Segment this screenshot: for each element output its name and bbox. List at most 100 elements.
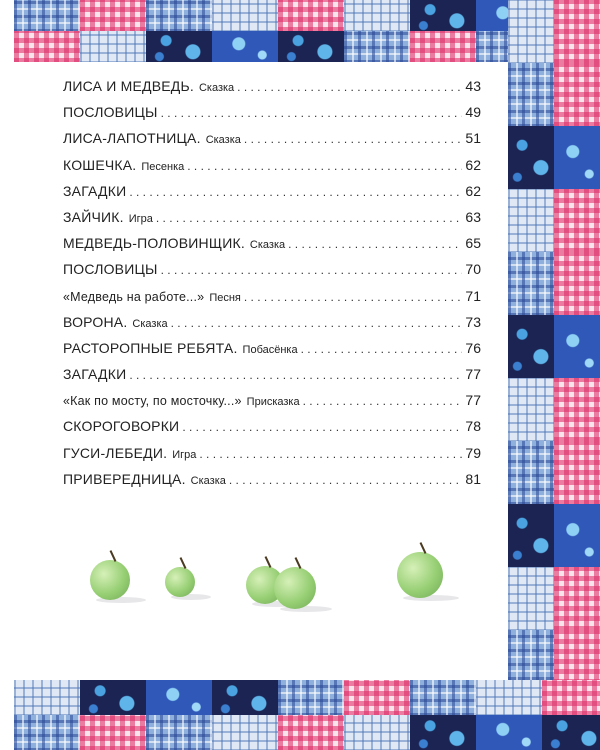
apple: [90, 560, 130, 600]
toc-title: РАСТОРОПНЫЕ РЕБЯТА.: [63, 339, 238, 356]
toc-entry: ГУСИ-ЛЕБЕДИ. Игра 79: [63, 445, 481, 471]
toc-page-number: 79: [465, 444, 481, 461]
toc-subtitle: Сказка: [198, 82, 235, 94]
fabric-patch: [344, 680, 411, 716]
toc-title: ЛИСА И МЕДВЕДЬ.: [63, 78, 194, 94]
fabric-patch: [554, 441, 600, 505]
fabric-patch: [554, 252, 600, 316]
fabric-patch: [410, 31, 477, 62]
fabric-patch: [80, 680, 147, 716]
fabric-patch: [554, 504, 600, 568]
fabric-patch: [80, 0, 147, 32]
dot-leader: [161, 263, 463, 277]
apple-shadow: [96, 597, 146, 603]
apple: [165, 567, 195, 597]
fabric-patch: [542, 680, 600, 716]
apple: [397, 552, 443, 598]
patchwork-border-bottom: [14, 680, 600, 750]
fabric-patch: [344, 715, 411, 750]
toc-title: ВОРОНА.: [63, 313, 128, 330]
toc-page-number: 73: [465, 313, 481, 330]
fabric-patch: [146, 680, 213, 716]
toc-subtitle: Сказка: [132, 317, 168, 330]
dot-leader: [156, 211, 463, 225]
dot-leader: [237, 80, 462, 94]
fabric-patch: [508, 378, 555, 442]
fabric-patch: [410, 715, 477, 750]
fabric-patch: [410, 0, 477, 32]
toc-entry: РАСТОРОПНЫЕ РЕБЯТА. Побасёнка 76: [63, 340, 481, 366]
fabric-patch: [508, 441, 555, 505]
dot-leader: [161, 106, 463, 120]
dot-leader: [187, 159, 462, 173]
dot-leader: [303, 394, 463, 408]
toc-page-number: 81: [465, 470, 481, 487]
patchwork-border-right: [508, 0, 600, 750]
toc-subtitle: Сказка: [205, 134, 241, 147]
fabric-patch: [278, 715, 345, 750]
toc-page-number: 71: [465, 287, 481, 304]
dot-leader: [182, 420, 462, 434]
fabric-patch: [278, 680, 345, 716]
toc-page-number: 63: [465, 208, 481, 225]
dot-leader: [129, 368, 462, 382]
fabric-patch: [508, 315, 555, 379]
fabric-patch: [476, 715, 543, 750]
table-of-contents: ЛИСА И МЕДВЕДЬ. Сказка 43 ПОСЛОВИЦЫ 49 ЛИСА-Л…: [63, 78, 481, 497]
dot-leader: [288, 237, 462, 251]
toc-entry: «Как по мосту, по мосточку...» Присказка 7…: [63, 392, 481, 418]
fabric-patch: [508, 63, 555, 127]
fabric-patch: [344, 31, 411, 62]
toc-page-number: 78: [465, 418, 481, 435]
toc-page-number: 77: [465, 392, 481, 409]
fabric-patch: [508, 567, 555, 631]
fabric-patch: [278, 0, 345, 32]
toc-entry: МЕДВЕДЬ-ПОЛОВИНЩИК. Сказка 65: [63, 235, 481, 261]
toc-title: ПОСЛОВИЦЫ: [63, 261, 158, 278]
fabric-patch: [542, 715, 600, 750]
toc-title: ПОСЛОВИЦЫ: [63, 104, 158, 121]
toc-title: ЗАЙЧИК.: [63, 208, 124, 225]
fabric-patch: [212, 31, 279, 62]
toc-subtitle: Песня: [209, 291, 241, 304]
toc-page-number: 62: [465, 156, 481, 173]
fabric-patch: [554, 378, 600, 442]
toc-subtitle: Песенка: [141, 160, 185, 173]
toc-entry: СКОРОГОВОРКИ 78: [63, 418, 481, 444]
dot-leader: [171, 316, 463, 330]
fabric-patch: [14, 680, 81, 716]
fabric-patch: [554, 189, 600, 253]
fabric-patch: [508, 0, 555, 64]
toc-entry: ЛИСА И МЕДВЕДЬ. Сказка 43: [63, 78, 481, 104]
toc-title: «Медведь на работе...»: [63, 289, 205, 304]
toc-subtitle: Игра: [128, 212, 153, 225]
fabric-patch: [80, 715, 147, 750]
toc-entry: ПОСЛОВИЦЫ 49: [63, 104, 481, 130]
toc-title: «Как по мосту, по мосточку...»: [63, 394, 242, 409]
apple-shadow: [171, 594, 211, 600]
fabric-patch: [554, 63, 600, 127]
fabric-patch: [14, 0, 81, 32]
dot-leader: [244, 132, 463, 146]
toc-entry: ЗАЙЧИК. Игра 63: [63, 209, 481, 235]
fabric-patch: [212, 680, 279, 716]
toc-page-number: 77: [465, 366, 481, 383]
toc-subtitle: Сказка: [190, 474, 226, 487]
fabric-patch: [80, 31, 147, 62]
toc-entry: ПРИВЕРЕДНИЦА. Сказка 81: [63, 471, 481, 497]
toc-title: ПРИВЕРЕДНИЦА.: [63, 470, 186, 487]
toc-entry: «Медведь на работе...» Песня 71: [63, 288, 481, 314]
fabric-patch: [508, 504, 555, 568]
apple-shadow: [252, 601, 300, 607]
toc-subtitle: Сказка: [249, 239, 286, 252]
toc-entry: ЛИСА-ЛАПОТНИЦА. Сказка 51: [63, 130, 481, 156]
fabric-patch: [410, 680, 477, 716]
dot-leader: [244, 290, 463, 304]
dot-leader: [129, 185, 462, 199]
fabric-patch: [554, 567, 600, 631]
toc-title: ГУСИ-ЛЕБЕДИ.: [63, 444, 168, 461]
toc-title: ЗАГАДКИ: [63, 182, 127, 199]
dot-leader: [229, 473, 463, 487]
toc-title: ЛИСА-ЛАПОТНИЦА.: [63, 130, 201, 147]
toc-entry: ЗАГАДКИ 77: [63, 366, 481, 392]
